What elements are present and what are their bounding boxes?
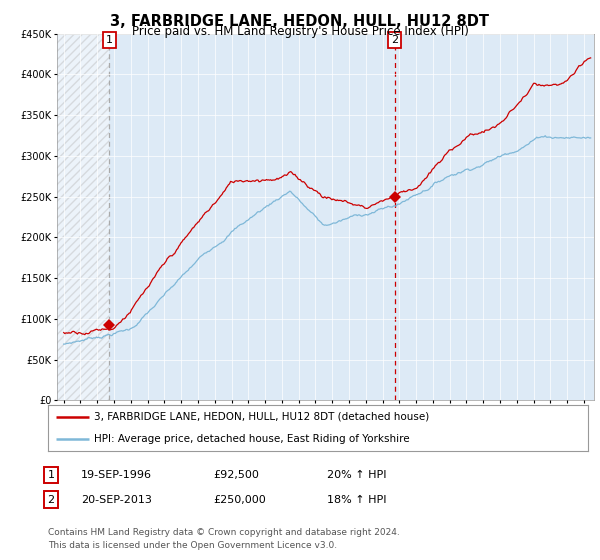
Text: Price paid vs. HM Land Registry's House Price Index (HPI): Price paid vs. HM Land Registry's House … [131, 25, 469, 38]
Text: Contains HM Land Registry data © Crown copyright and database right 2024.: Contains HM Land Registry data © Crown c… [48, 528, 400, 536]
Text: 2: 2 [47, 494, 55, 505]
Text: 1: 1 [47, 470, 55, 480]
Text: 1: 1 [106, 35, 113, 45]
Text: 19-SEP-1996: 19-SEP-1996 [81, 470, 152, 480]
Text: £250,000: £250,000 [213, 494, 266, 505]
Text: This data is licensed under the Open Government Licence v3.0.: This data is licensed under the Open Gov… [48, 541, 337, 550]
Text: 3, FARBRIDGE LANE, HEDON, HULL, HU12 8DT (detached house): 3, FARBRIDGE LANE, HEDON, HULL, HU12 8DT… [94, 412, 429, 422]
Text: 20-SEP-2013: 20-SEP-2013 [81, 494, 152, 505]
Text: HPI: Average price, detached house, East Riding of Yorkshire: HPI: Average price, detached house, East… [94, 434, 410, 444]
Text: 2: 2 [391, 35, 398, 45]
Text: 18% ↑ HPI: 18% ↑ HPI [327, 494, 386, 505]
Text: 20% ↑ HPI: 20% ↑ HPI [327, 470, 386, 480]
Text: 3, FARBRIDGE LANE, HEDON, HULL, HU12 8DT: 3, FARBRIDGE LANE, HEDON, HULL, HU12 8DT [110, 14, 490, 29]
Text: £92,500: £92,500 [213, 470, 259, 480]
